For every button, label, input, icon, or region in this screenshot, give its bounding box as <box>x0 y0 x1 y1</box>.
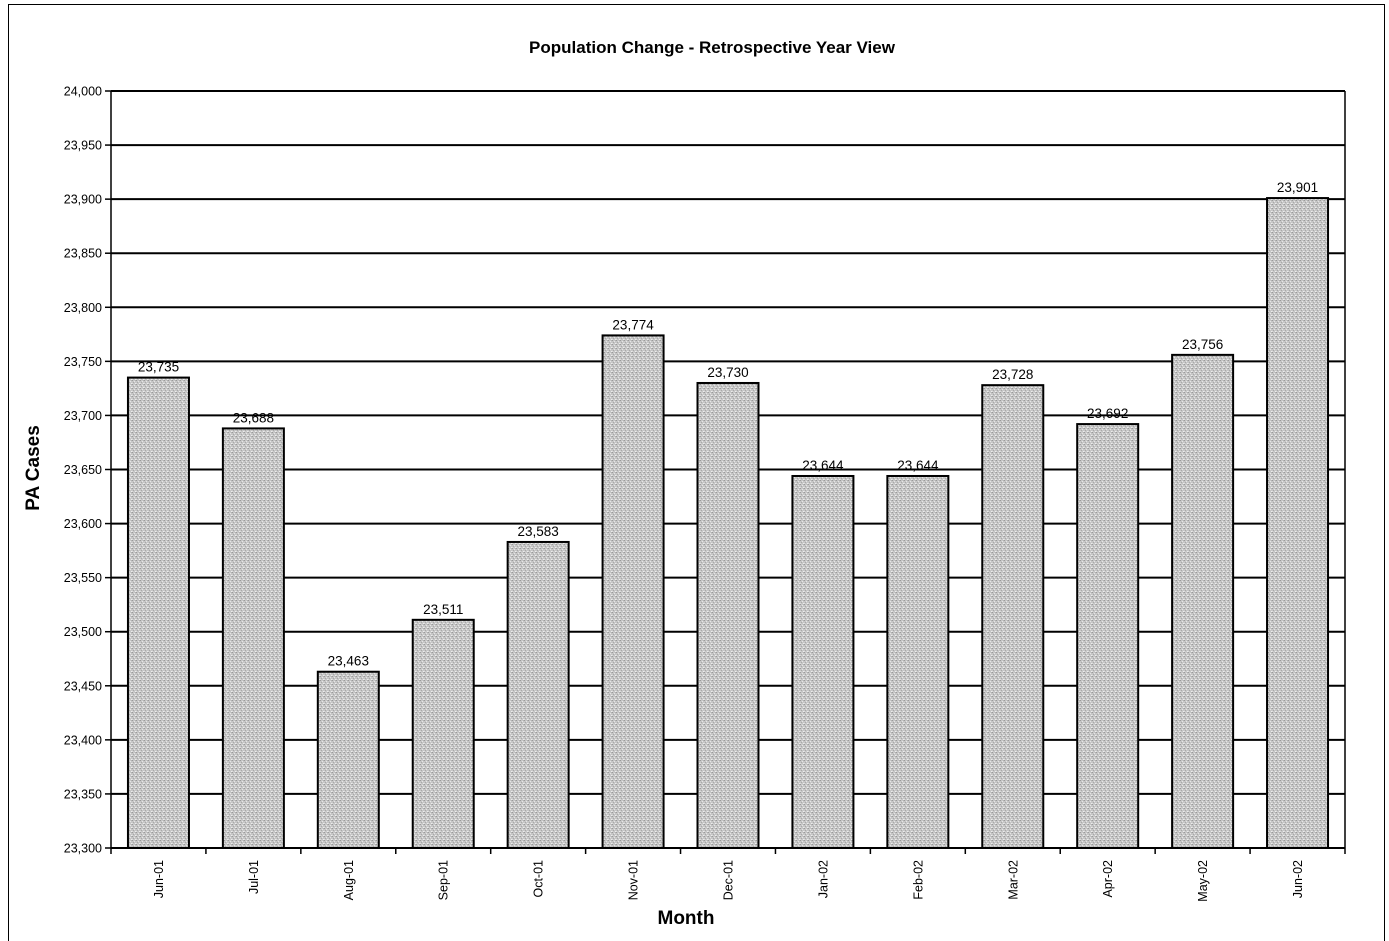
x-axis-ticks: Jun-01 Jul-01 Aug-01 Sep-01 Oct-01 Nov-01 Dec-… <box>110 848 1346 902</box>
y-tick-label: 23,700 <box>64 409 102 423</box>
data-label-Dec-01: 23,730 <box>707 365 748 380</box>
x-tick-label-Jan-02: Jan-02 <box>816 860 830 898</box>
x-tick-label-Mar-02: Mar-02 <box>1006 860 1020 900</box>
bar-Nov-01 <box>601 334 665 850</box>
bar-Jul-01 <box>221 427 285 849</box>
y-tick-label: 23,850 <box>64 247 102 261</box>
y-axis-title: PA Cases <box>23 425 44 511</box>
bar-Dec-01 <box>696 381 760 849</box>
bar-Apr-02 <box>1076 423 1140 849</box>
data-label-Apr-02: 23,692 <box>1087 406 1128 421</box>
chart-frame <box>8 4 1385 941</box>
x-tick-label-Dec-01: Dec-01 <box>722 860 736 900</box>
axes <box>110 90 1346 849</box>
y-tick-label: 23,550 <box>64 571 102 585</box>
x-tick-label-Sep-01: Sep-01 <box>437 860 451 900</box>
data-label-May-02: 23,756 <box>1182 337 1223 352</box>
bar-May-02 <box>1171 353 1235 849</box>
data-label-Aug-01: 23,463 <box>328 654 369 669</box>
data-labels: 23,735 23,688 23,463 23,511 23,583 23,774 23,7… <box>138 180 1318 669</box>
y-axis-ticks: 23,300 23,350 23,400 23,450 23,500 23,550 23,6… <box>64 85 111 856</box>
data-label-Jan-02: 23,644 <box>802 458 844 473</box>
x-tick-label-Apr-02: Apr-02 <box>1101 860 1115 898</box>
y-tick-label: 23,650 <box>64 463 102 477</box>
y-tick-label: 23,450 <box>64 679 102 693</box>
y-tick-label: 24,000 <box>64 85 102 99</box>
bar-Jun-01 <box>126 376 190 849</box>
y-tick-label: 23,300 <box>64 842 102 856</box>
bar-Jan-02 <box>791 474 855 849</box>
y-tick-label: 23,900 <box>64 193 102 207</box>
data-label-Sep-01: 23,511 <box>423 602 463 617</box>
bars <box>126 197 1330 850</box>
bar-Mar-02 <box>981 384 1045 849</box>
bar-Feb-02 <box>886 474 950 849</box>
x-axis-title: Month <box>658 908 715 929</box>
x-tick-label-Aug-01: Aug-01 <box>342 860 356 900</box>
x-tick-label-Feb-02: Feb-02 <box>911 860 925 900</box>
bar-Jun-02 <box>1266 197 1330 850</box>
y-tick-label: 23,400 <box>64 733 102 747</box>
y-tick-label: 23,800 <box>64 301 102 315</box>
x-tick-label-Jun-01: Jun-01 <box>152 860 166 898</box>
bar-Oct-01 <box>506 540 570 849</box>
chart-title: Population Change - Retrospective Year V… <box>529 38 896 57</box>
y-tick-label: 23,600 <box>64 517 102 531</box>
data-label-Mar-02: 23,728 <box>992 367 1033 382</box>
x-tick-label-Nov-01: Nov-01 <box>627 860 641 900</box>
bar-Aug-01 <box>316 670 380 850</box>
y-tick-label: 23,750 <box>64 355 102 369</box>
bar-Sep-01 <box>411 618 475 849</box>
x-tick-label-Jul-01: Jul-01 <box>247 860 261 894</box>
data-label-Oct-01: 23,583 <box>518 524 559 539</box>
y-tick-label: 23,350 <box>64 787 102 801</box>
data-label-Jul-01: 23,688 <box>233 410 274 425</box>
x-tick-label-Jun-02: Jun-02 <box>1291 860 1305 898</box>
data-label-Jun-02: 23,901 <box>1277 180 1318 195</box>
x-tick-label-Oct-01: Oct-01 <box>532 860 546 898</box>
data-label-Nov-01: 23,774 <box>612 317 654 332</box>
y-tick-label: 23,500 <box>64 625 102 639</box>
y-tick-label: 23,950 <box>64 139 102 153</box>
data-label-Jun-01: 23,735 <box>138 360 179 375</box>
x-tick-label-May-02: May-02 <box>1196 860 1210 902</box>
data-label-Feb-02: 23,644 <box>897 458 939 473</box>
